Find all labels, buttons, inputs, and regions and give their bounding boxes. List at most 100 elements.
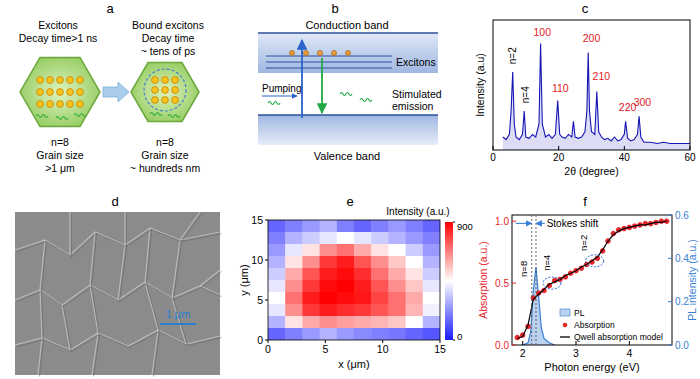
label: Decay time — [142, 32, 195, 44]
heatmap-cell — [371, 268, 389, 281]
heatmap-cell — [388, 304, 406, 317]
exciton-dot — [47, 77, 54, 84]
exciton-dot — [77, 89, 84, 96]
heatmap-cell — [371, 256, 389, 269]
exciton-dot — [317, 50, 322, 55]
colorbar-tick — [453, 340, 455, 341]
grain-boundary — [172, 240, 186, 344]
sem-image — [15, 212, 220, 375]
heatmap-cell — [423, 328, 440, 340]
heatmap-cell — [285, 232, 303, 245]
photon-wave — [268, 102, 280, 105]
heatmap-cell — [268, 316, 286, 329]
grain-boundary — [38, 240, 45, 375]
heatmap-cell — [406, 268, 424, 281]
photon-wave — [168, 115, 180, 118]
photon-wave — [360, 99, 372, 102]
heatmap-cell — [423, 232, 440, 245]
exciton-dot — [37, 101, 44, 108]
x-tick-label: 0 — [490, 152, 496, 163]
x-tick — [522, 341, 523, 345]
grain-shadow — [92, 234, 100, 377]
heatmap-cell — [354, 316, 372, 329]
panel-label: e — [346, 194, 353, 209]
y-tick-label: 0.0 — [495, 340, 509, 351]
y-axis-title: y (μm) — [238, 264, 250, 295]
heatmap-cell — [388, 244, 406, 257]
heatmap-cell — [337, 220, 355, 233]
photon-wave — [36, 115, 48, 118]
heatmap-cell — [354, 268, 372, 281]
x-tick-label: 3 — [573, 347, 579, 359]
feature-ellipse — [586, 255, 604, 267]
heatmap-cell — [320, 268, 338, 281]
emission-arrow — [321, 58, 323, 113]
heatmap-cell — [371, 220, 389, 233]
figure: abcdefExcitonsDecay time>1 nsn=8Grain si… — [0, 0, 700, 379]
y2-tick — [668, 301, 672, 302]
heatmap-cell — [320, 328, 338, 340]
scale-bar — [160, 323, 196, 325]
colorbar-tick-label: 900 — [457, 221, 473, 232]
heatmap-cell — [337, 316, 355, 329]
grain-shadow — [182, 214, 202, 242]
annotation: 300 — [634, 96, 652, 108]
legend-swatch — [563, 323, 568, 328]
annotation: 100 — [533, 26, 551, 38]
heatmap-cell — [354, 244, 372, 257]
colorbar-title: Intensity (a.u.) — [386, 206, 449, 217]
band-edge — [258, 114, 438, 116]
heatmap-cell — [371, 244, 389, 257]
grain-boundary — [15, 282, 220, 305]
heatmap-cell — [268, 292, 286, 305]
annotation: n=2 — [507, 47, 518, 64]
colorbar — [445, 222, 453, 340]
heatmap-cell — [337, 280, 355, 293]
label: Bound excitons — [132, 19, 204, 31]
grain-boundary — [62, 305, 70, 350]
heatmap-cell — [388, 232, 406, 245]
annotation: Stokes shift — [547, 218, 599, 229]
annotation: n=4 — [520, 86, 531, 103]
heatmap-cell — [320, 220, 338, 233]
xrd-fill — [503, 43, 690, 150]
heatmap-cell — [268, 304, 286, 317]
y-tick — [512, 345, 516, 346]
heatmap-cell — [388, 256, 406, 269]
stokes-arrow — [536, 223, 545, 224]
x-tick-label: 2 — [520, 347, 526, 359]
label: Excitons — [38, 19, 78, 31]
photon-wave — [340, 93, 352, 96]
y-tick-label: 5 — [257, 294, 263, 306]
exciton-dot — [331, 50, 336, 55]
heatmap-cell — [388, 328, 406, 340]
heatmap-cell — [268, 244, 286, 257]
exciton-dot — [67, 101, 74, 108]
x-axis-title: x (μm) — [338, 358, 369, 370]
heatmap-cell — [302, 268, 320, 281]
label: Decay time>1 ns — [19, 32, 98, 44]
y-tick — [512, 221, 516, 222]
annotation: n=2 — [578, 235, 589, 251]
heatmap-cell — [337, 304, 355, 317]
y-axis-title: Absorption (a.u.) — [477, 241, 489, 319]
heatmap-cell — [302, 256, 320, 269]
heatmap-cell — [268, 232, 286, 245]
heatmap-cell — [320, 244, 338, 257]
label: Stimulatedemission — [392, 88, 442, 112]
y-tick — [265, 300, 268, 301]
annotation: n=4 — [541, 255, 552, 271]
x-tick-label: 20 — [553, 152, 565, 163]
heatmap-cell — [388, 268, 406, 281]
heatmap-cell — [285, 256, 303, 269]
bound-region — [144, 69, 186, 111]
heatmap-cell — [302, 292, 320, 305]
y-axis-title: Intensity (a.u) — [474, 53, 486, 117]
exciton-dot — [37, 89, 44, 96]
exciton-dot — [47, 101, 54, 108]
legend-swatch — [560, 309, 570, 316]
grain-shadow — [64, 307, 72, 352]
heatmap-cell — [337, 232, 355, 245]
heatmap-cell — [320, 280, 338, 293]
heatmap-cell — [406, 244, 424, 257]
